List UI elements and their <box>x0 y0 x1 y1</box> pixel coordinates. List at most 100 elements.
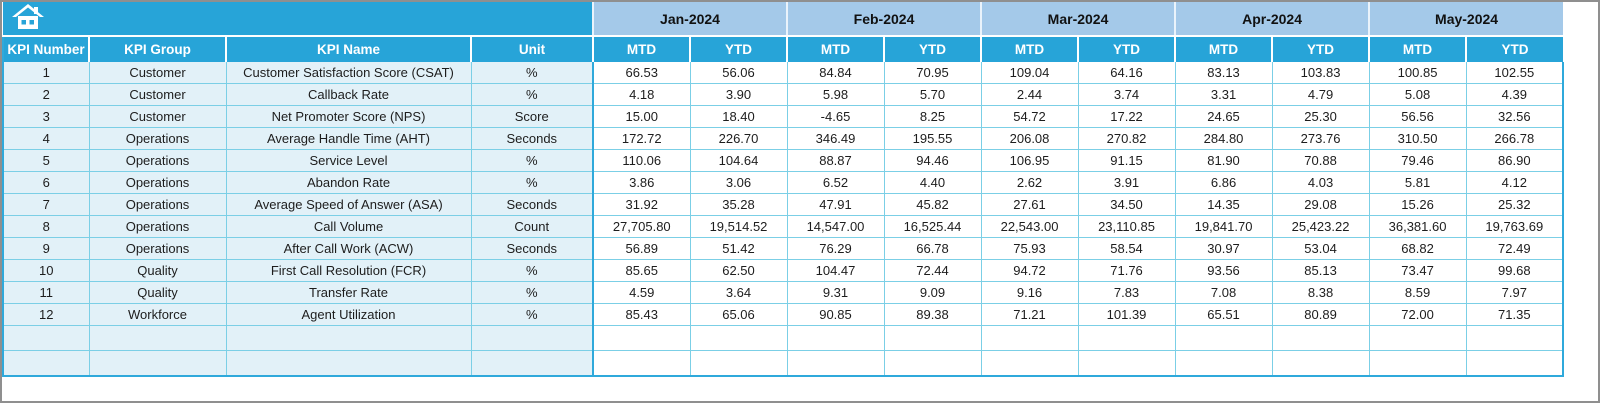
kpi-value-cell[interactable]: 70.88 <box>1272 149 1370 172</box>
kpi-group-cell[interactable]: Operations <box>89 127 227 150</box>
empty-cell[interactable] <box>471 325 594 351</box>
kpi-value-cell[interactable]: 72.00 <box>1369 303 1467 326</box>
empty-cell[interactable] <box>1466 325 1565 351</box>
kpi-value-cell[interactable]: 2.62 <box>981 171 1079 194</box>
kpi-value-cell[interactable]: 3.90 <box>690 83 788 106</box>
kpi-value-cell[interactable]: 66.78 <box>884 237 982 260</box>
kpi-value-cell[interactable]: 104.64 <box>690 149 788 172</box>
empty-cell[interactable] <box>884 325 982 351</box>
kpi-value-cell[interactable]: 106.95 <box>981 149 1079 172</box>
kpi-value-cell[interactable]: 14,547.00 <box>787 215 885 238</box>
kpi-value-cell[interactable]: 56.89 <box>593 237 691 260</box>
kpi-value-cell[interactable]: 3.91 <box>1078 171 1176 194</box>
empty-cell[interactable] <box>1272 325 1370 351</box>
kpi-value-cell[interactable]: 54.72 <box>981 105 1079 128</box>
kpi-value-cell[interactable]: 72.44 <box>884 259 982 282</box>
kpi-value-cell[interactable]: 83.13 <box>1175 62 1273 84</box>
kpi-value-cell[interactable]: 45.82 <box>884 193 982 216</box>
kpi-unit-cell[interactable]: % <box>471 149 594 172</box>
kpi-value-cell[interactable]: 72.49 <box>1466 237 1565 260</box>
kpi-value-cell[interactable]: 80.89 <box>1272 303 1370 326</box>
kpi-number-cell[interactable]: 9 <box>2 237 90 260</box>
kpi-value-cell[interactable]: 4.12 <box>1466 171 1565 194</box>
kpi-value-cell[interactable]: 7.08 <box>1175 281 1273 304</box>
empty-cell[interactable] <box>884 350 982 377</box>
kpi-value-cell[interactable]: 65.51 <box>1175 303 1273 326</box>
kpi-value-cell[interactable]: 56.56 <box>1369 105 1467 128</box>
kpi-value-cell[interactable]: 58.54 <box>1078 237 1176 260</box>
kpi-value-cell[interactable]: 5.81 <box>1369 171 1467 194</box>
kpi-number-cell[interactable]: 8 <box>2 215 90 238</box>
kpi-value-cell[interactable]: 93.56 <box>1175 259 1273 282</box>
kpi-value-cell[interactable]: 3.31 <box>1175 83 1273 106</box>
empty-cell[interactable] <box>2 350 90 377</box>
kpi-value-cell[interactable]: 6.86 <box>1175 171 1273 194</box>
kpi-value-cell[interactable]: 3.86 <box>593 171 691 194</box>
kpi-unit-cell[interactable]: % <box>471 281 594 304</box>
kpi-value-cell[interactable]: 47.91 <box>787 193 885 216</box>
kpi-value-cell[interactable]: 5.70 <box>884 83 982 106</box>
kpi-value-cell[interactable]: 310.50 <box>1369 127 1467 150</box>
kpi-number-cell[interactable]: 3 <box>2 105 90 128</box>
kpi-unit-cell[interactable]: % <box>471 171 594 194</box>
kpi-value-cell[interactable]: 81.90 <box>1175 149 1273 172</box>
kpi-value-cell[interactable]: 65.06 <box>690 303 788 326</box>
empty-cell[interactable] <box>1369 350 1467 377</box>
kpi-value-cell[interactable]: 19,763.69 <box>1466 215 1565 238</box>
kpi-value-cell[interactable]: 195.55 <box>884 127 982 150</box>
kpi-value-cell[interactable]: 284.80 <box>1175 127 1273 150</box>
kpi-value-cell[interactable]: 79.46 <box>1369 149 1467 172</box>
kpi-value-cell[interactable]: 3.74 <box>1078 83 1176 106</box>
kpi-value-cell[interactable]: 25,423.22 <box>1272 215 1370 238</box>
kpi-unit-cell[interactable]: % <box>471 259 594 282</box>
kpi-name-cell[interactable]: Average Handle Time (AHT) <box>226 127 472 150</box>
kpi-value-cell[interactable]: 27,705.80 <box>593 215 691 238</box>
kpi-value-cell[interactable]: 34.50 <box>1078 193 1176 216</box>
kpi-value-cell[interactable]: 4.39 <box>1466 83 1565 106</box>
kpi-name-cell[interactable]: Callback Rate <box>226 83 472 106</box>
kpi-value-cell[interactable]: 4.40 <box>884 171 982 194</box>
empty-cell[interactable] <box>2 325 90 351</box>
kpi-value-cell[interactable]: 19,841.70 <box>1175 215 1273 238</box>
kpi-number-cell[interactable]: 7 <box>2 193 90 216</box>
empty-cell[interactable] <box>787 350 885 377</box>
kpi-unit-cell[interactable]: Score <box>471 105 594 128</box>
kpi-value-cell[interactable]: 71.21 <box>981 303 1079 326</box>
kpi-value-cell[interactable]: 94.46 <box>884 149 982 172</box>
kpi-value-cell[interactable]: 19,514.52 <box>690 215 788 238</box>
empty-cell[interactable] <box>1466 350 1565 377</box>
kpi-value-cell[interactable]: 103.83 <box>1272 62 1370 84</box>
kpi-name-cell[interactable]: Transfer Rate <box>226 281 472 304</box>
empty-cell[interactable] <box>690 325 788 351</box>
kpi-number-cell[interactable]: 6 <box>2 171 90 194</box>
kpi-value-cell[interactable]: 346.49 <box>787 127 885 150</box>
kpi-value-cell[interactable]: 86.90 <box>1466 149 1565 172</box>
kpi-value-cell[interactable]: 29.08 <box>1272 193 1370 216</box>
kpi-number-cell[interactable]: 10 <box>2 259 90 282</box>
empty-cell[interactable] <box>593 325 691 351</box>
empty-cell[interactable] <box>1078 325 1176 351</box>
kpi-group-cell[interactable]: Operations <box>89 215 227 238</box>
kpi-value-cell[interactable]: 8.59 <box>1369 281 1467 304</box>
kpi-value-cell[interactable]: 15.26 <box>1369 193 1467 216</box>
kpi-unit-cell[interactable]: % <box>471 303 594 326</box>
kpi-value-cell[interactable]: 9.16 <box>981 281 1079 304</box>
kpi-value-cell[interactable]: 91.15 <box>1078 149 1176 172</box>
kpi-value-cell[interactable]: 90.85 <box>787 303 885 326</box>
kpi-value-cell[interactable]: 7.83 <box>1078 281 1176 304</box>
empty-cell[interactable] <box>1175 325 1273 351</box>
kpi-value-cell[interactable]: 206.08 <box>981 127 1079 150</box>
kpi-value-cell[interactable]: 31.92 <box>593 193 691 216</box>
kpi-value-cell[interactable]: 16,525.44 <box>884 215 982 238</box>
kpi-value-cell[interactable]: 172.72 <box>593 127 691 150</box>
kpi-group-cell[interactable]: Operations <box>89 149 227 172</box>
kpi-name-cell[interactable]: Call Volume <box>226 215 472 238</box>
kpi-value-cell[interactable]: 8.25 <box>884 105 982 128</box>
kpi-value-cell[interactable]: 110.06 <box>593 149 691 172</box>
kpi-value-cell[interactable]: 226.70 <box>690 127 788 150</box>
kpi-value-cell[interactable]: 14.35 <box>1175 193 1273 216</box>
kpi-unit-cell[interactable]: Count <box>471 215 594 238</box>
kpi-value-cell[interactable]: 101.39 <box>1078 303 1176 326</box>
kpi-name-cell[interactable]: Service Level <box>226 149 472 172</box>
kpi-group-cell[interactable]: Operations <box>89 237 227 260</box>
